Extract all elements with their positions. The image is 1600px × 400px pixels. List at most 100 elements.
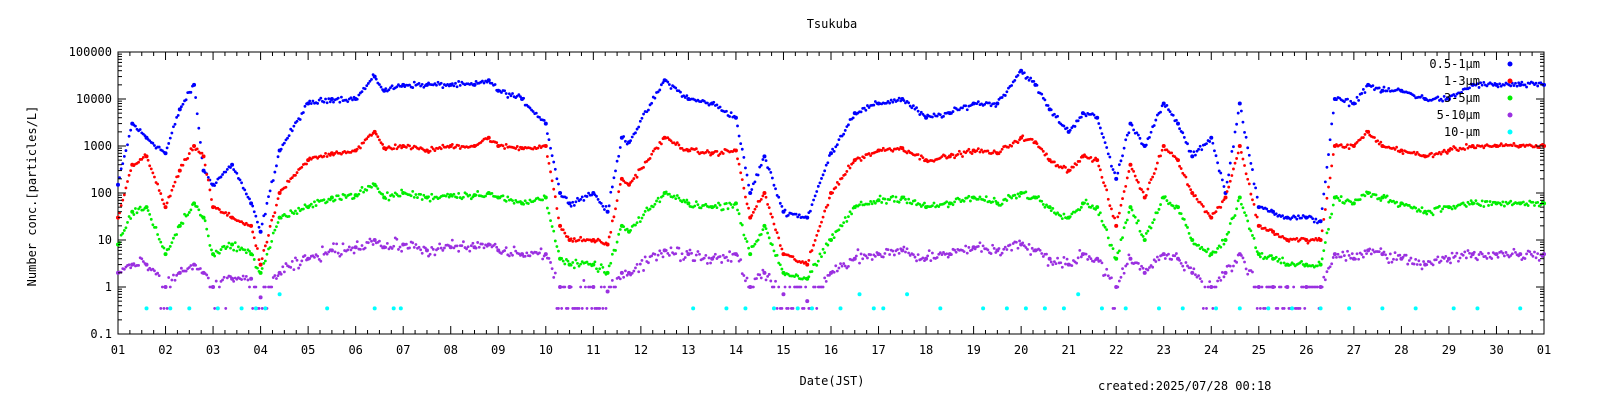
data-point-fill bbox=[896, 248, 899, 251]
data-point-fill bbox=[167, 276, 171, 279]
data-point-fill bbox=[1506, 253, 1509, 257]
data-point-fill bbox=[430, 245, 434, 249]
data-point-fill bbox=[1197, 274, 1200, 278]
data-point-fill bbox=[935, 114, 939, 118]
data-point-fill bbox=[194, 263, 198, 267]
data-point-fill bbox=[297, 206, 301, 210]
data-point-fill bbox=[127, 263, 131, 267]
data-point-fill bbox=[149, 217, 153, 221]
data-point-fill bbox=[504, 143, 508, 146]
data-point-fill bbox=[761, 194, 765, 198]
legend-label: 5-10μm bbox=[1437, 108, 1480, 122]
data-point-fill bbox=[766, 202, 770, 206]
data-point-fill bbox=[311, 205, 315, 209]
data-point-fill bbox=[187, 211, 191, 214]
data-point-fill bbox=[856, 248, 860, 252]
data-point-fill bbox=[248, 224, 251, 228]
data-point-fill bbox=[630, 135, 634, 139]
data-point-fill bbox=[1105, 188, 1109, 192]
data-point-fill bbox=[1189, 266, 1193, 270]
data-point-fill bbox=[1498, 82, 1502, 86]
data-point-fill bbox=[780, 247, 784, 251]
data-point-fill bbox=[1181, 131, 1185, 135]
data-point-fill bbox=[1531, 200, 1535, 204]
data-point-fill bbox=[715, 206, 719, 210]
data-point-fill bbox=[504, 246, 508, 250]
data-point-fill bbox=[301, 111, 305, 114]
data-point-fill bbox=[1502, 83, 1506, 87]
data-point-fill bbox=[1213, 149, 1216, 153]
data-point bbox=[163, 205, 168, 210]
data-point-fill bbox=[891, 100, 895, 104]
data-point-fill bbox=[1525, 252, 1528, 256]
data-point-fill bbox=[379, 85, 383, 89]
data-marks bbox=[116, 68, 1546, 311]
data-point-fill bbox=[630, 271, 634, 275]
data-point-fill bbox=[685, 249, 689, 253]
data-point-fill bbox=[159, 192, 163, 195]
data-point-fill bbox=[1056, 256, 1059, 260]
data-point-fill bbox=[254, 244, 258, 248]
data-point-fill bbox=[878, 194, 882, 198]
data-point-fill bbox=[248, 285, 251, 289]
data-point-fill bbox=[1122, 190, 1126, 193]
data-point-fill bbox=[577, 264, 581, 268]
data-point-fill bbox=[1154, 118, 1158, 122]
data-point-fill bbox=[140, 257, 144, 261]
data-point-fill bbox=[1227, 230, 1231, 234]
data-point-fill bbox=[669, 87, 673, 90]
data-point-fill bbox=[1232, 216, 1235, 220]
data-point-fill bbox=[1021, 134, 1025, 138]
data-point-fill bbox=[257, 270, 261, 273]
data-point-fill bbox=[1005, 90, 1009, 94]
data-point-fill bbox=[340, 252, 343, 256]
data-point bbox=[1518, 306, 1523, 311]
data-point-fill bbox=[740, 272, 744, 276]
data-point-fill bbox=[753, 242, 757, 246]
data-point-fill bbox=[157, 145, 161, 149]
data-point-fill bbox=[579, 197, 583, 201]
data-point-fill bbox=[1200, 148, 1204, 152]
data-point-fill bbox=[1293, 215, 1297, 219]
data-point-fill bbox=[450, 82, 454, 86]
data-point-fill bbox=[942, 251, 945, 254]
data-point-fill bbox=[561, 259, 565, 263]
data-point-fill bbox=[1182, 268, 1186, 272]
data-point-fill bbox=[357, 93, 361, 97]
data-point-fill bbox=[129, 169, 133, 173]
data-point-fill bbox=[1487, 204, 1490, 207]
data-point-fill bbox=[1258, 224, 1262, 228]
data-point-fill bbox=[511, 199, 514, 202]
data-point-fill bbox=[1244, 214, 1248, 217]
data-point-fill bbox=[1021, 241, 1025, 245]
data-point-fill bbox=[951, 203, 955, 207]
data-point-fill bbox=[1485, 84, 1489, 88]
data-point-fill bbox=[173, 278, 177, 282]
data-point-fill bbox=[290, 176, 294, 180]
data-point-fill bbox=[542, 144, 546, 148]
data-point-fill bbox=[156, 233, 160, 236]
data-point-fill bbox=[666, 251, 670, 255]
data-point-fill bbox=[376, 135, 380, 139]
data-point-fill bbox=[775, 231, 779, 235]
data-point-fill bbox=[1154, 260, 1158, 263]
data-point-fill bbox=[1201, 204, 1205, 208]
data-point-fill bbox=[538, 144, 541, 148]
data-point-fill bbox=[1453, 206, 1457, 210]
data-point-fill bbox=[495, 141, 499, 145]
data-point-fill bbox=[365, 137, 369, 141]
data-point-fill bbox=[495, 195, 499, 199]
data-point-fill bbox=[316, 254, 320, 258]
data-point-fill bbox=[892, 98, 896, 101]
data-point-fill bbox=[680, 146, 684, 150]
data-point-fill bbox=[184, 269, 188, 273]
data-point-fill bbox=[1541, 200, 1544, 204]
data-point-fill bbox=[168, 245, 172, 248]
data-point-fill bbox=[618, 228, 622, 231]
data-point-fill bbox=[1152, 172, 1156, 175]
data-point bbox=[938, 306, 943, 311]
data-point bbox=[177, 168, 182, 173]
data-point-fill bbox=[661, 194, 665, 198]
data-point-fill bbox=[815, 190, 819, 193]
data-point-fill bbox=[721, 253, 725, 257]
